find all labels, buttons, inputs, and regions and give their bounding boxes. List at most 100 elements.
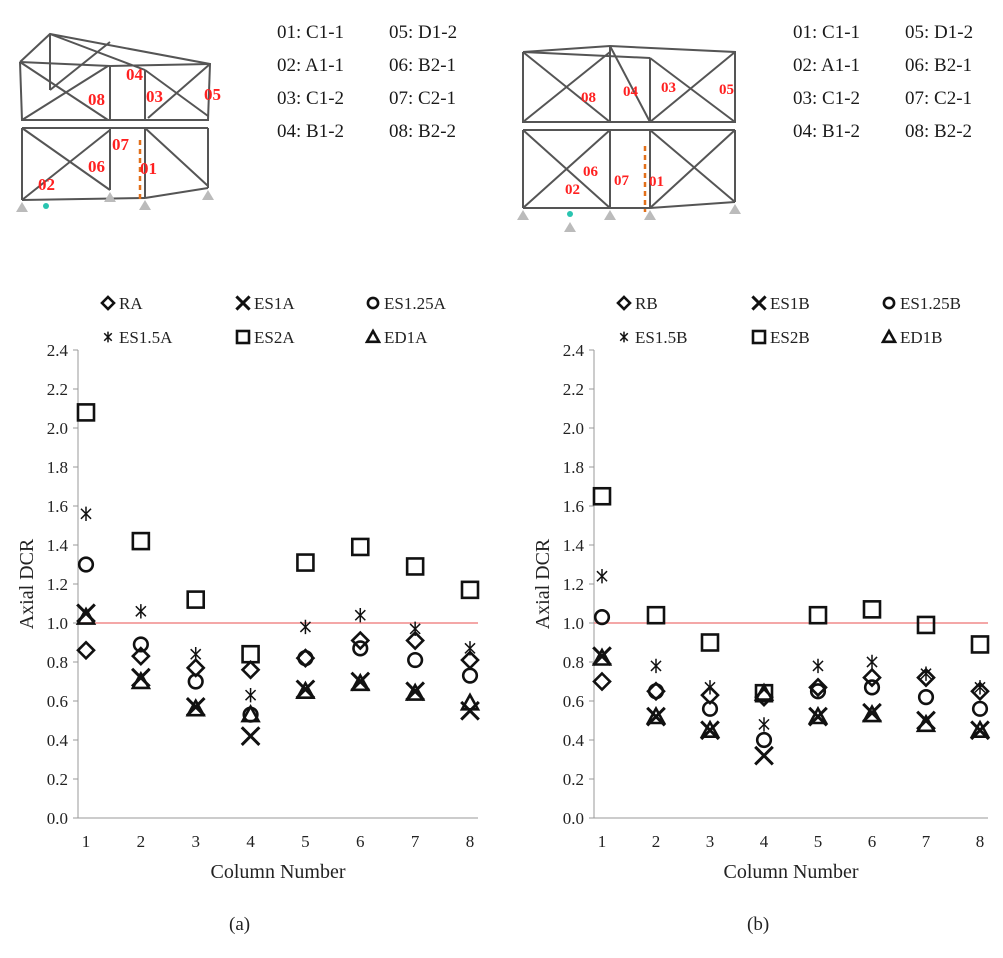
data-point — [130, 670, 152, 690]
y-tick-label: 1.0 — [563, 614, 584, 633]
data-point — [186, 590, 206, 609]
x-tick-label: 5 — [301, 832, 310, 851]
data-point — [700, 633, 720, 652]
frame-label-a-03: 03 — [146, 87, 163, 106]
legend-label: ES2B — [770, 328, 810, 347]
column-id-a-07: 07: C2-1 — [389, 88, 457, 109]
column-id-b-07: 07: C2-1 — [905, 88, 973, 109]
legend-label: ES1.25A — [384, 294, 447, 313]
y-tick-label: 2.4 — [47, 341, 69, 360]
y-tick-label: 2.2 — [47, 380, 68, 399]
legend-label: ED1A — [384, 328, 428, 347]
data-point — [132, 636, 149, 653]
data-point — [407, 651, 424, 669]
data-point — [862, 667, 882, 688]
data-point — [405, 630, 425, 651]
legend-marker — [751, 295, 767, 311]
data-point — [650, 658, 662, 674]
data-point — [808, 677, 828, 698]
data-point — [591, 647, 613, 666]
data-point — [241, 644, 260, 664]
column-id-a-01: 01: C1-1 — [277, 22, 345, 43]
legend-label: ED1B — [900, 328, 943, 347]
column-id-a-05: 05: D1-2 — [389, 22, 458, 43]
y-axis-label: Axial DCR — [532, 538, 554, 629]
legend-label: ES1B — [770, 294, 810, 313]
y-tick-label: 1.2 — [47, 575, 68, 594]
column-id-b-04: 04: B1-2 — [793, 121, 861, 142]
frame-label-b-03: 03 — [661, 80, 676, 96]
data-point — [354, 608, 366, 623]
y-tick-label: 0.0 — [563, 809, 584, 828]
y-tick-label: 0.4 — [563, 731, 585, 750]
x-tick-label: 1 — [598, 832, 607, 851]
data-point — [645, 705, 667, 725]
data-point — [755, 731, 773, 749]
data-point — [809, 683, 827, 700]
data-point — [187, 673, 204, 690]
x-tick-label: 3 — [191, 832, 200, 851]
column-id-list-a: 01: C1-1 05: D1-2 02: A1-1 06: B2-1 03: … — [277, 22, 501, 143]
frame-label-a-04: 04 — [126, 65, 144, 84]
frame-label-a-05: 05 — [204, 85, 221, 104]
data-point — [915, 713, 937, 733]
data-point — [131, 531, 151, 551]
legend-label: RA — [119, 294, 143, 313]
data-point — [295, 680, 316, 699]
data-point — [76, 403, 96, 422]
node-marker-b — [567, 211, 573, 217]
supports-a — [16, 190, 214, 212]
data-point — [758, 717, 770, 732]
frame-label-b-02: 02 — [565, 182, 580, 198]
x-tick-label: 3 — [706, 832, 715, 851]
frame-label-a-07: 07 — [112, 135, 130, 154]
column-id-b-01: 01: C1-1 — [793, 22, 861, 43]
data-point — [916, 667, 936, 688]
y-tick-label: 2.4 — [563, 341, 585, 360]
y-tick-label: 0.0 — [47, 809, 68, 828]
data-point — [409, 621, 421, 637]
frame-label-a-02: 02 — [38, 175, 55, 194]
y-tick-label: 0.2 — [563, 770, 584, 789]
data-point — [970, 681, 990, 702]
data-point — [190, 647, 202, 662]
legend-label: ES1.5B — [635, 328, 687, 347]
y-tick-label: 1.2 — [563, 575, 584, 594]
column-id-list-b: 01: C1-1 05: D1-2 02: A1-1 06: B2-1 03: … — [793, 22, 1003, 143]
legend-label: ES1A — [254, 294, 295, 313]
data-point — [699, 719, 721, 738]
frame-label-b-06: 06 — [583, 164, 599, 180]
y-tick-label: 1.4 — [47, 536, 69, 555]
data-point — [460, 580, 480, 600]
supports-b — [517, 204, 741, 232]
node-marker-a — [43, 203, 49, 209]
data-point — [352, 640, 369, 657]
data-point — [350, 630, 371, 651]
x-tick-label: 8 — [976, 832, 985, 851]
legend-label: RB — [635, 294, 658, 313]
data-point — [917, 689, 935, 706]
data-point — [296, 553, 315, 572]
column-id-b-06: 06: B2-1 — [905, 55, 973, 76]
frame-label-b-01: 01 — [649, 174, 664, 190]
y-tick-label: 1.6 — [47, 497, 68, 516]
y-tick-label: 2.0 — [563, 419, 584, 438]
data-point — [701, 700, 719, 717]
data-point — [240, 659, 261, 680]
panel-label-a: (a) — [229, 914, 251, 935]
y-axis-label: Axial DCR — [16, 538, 38, 629]
x-axis-label: Column Number — [724, 861, 859, 883]
legend-label: ES1.5A — [119, 328, 173, 347]
column-id-a-04: 04: B1-2 — [277, 121, 345, 142]
legend-marker — [882, 296, 896, 310]
data-point — [350, 537, 370, 557]
x-tick-label: 2 — [137, 832, 146, 851]
frame-label-a-06: 06 — [88, 157, 105, 176]
legend-marker — [235, 295, 251, 311]
frame-label-b-07: 07 — [614, 173, 630, 189]
legend-marker — [100, 295, 116, 311]
x-tick-label: 2 — [652, 832, 661, 851]
y-tick-label: 1.0 — [47, 614, 68, 633]
x-tick-label: 7 — [922, 832, 931, 851]
chart-a: 0.0 0.2 0.4 0.6 0.8 1.0 1.2 1.4 1.6 1.8 2.0 2.2 2.4 1… — [16, 294, 481, 883]
